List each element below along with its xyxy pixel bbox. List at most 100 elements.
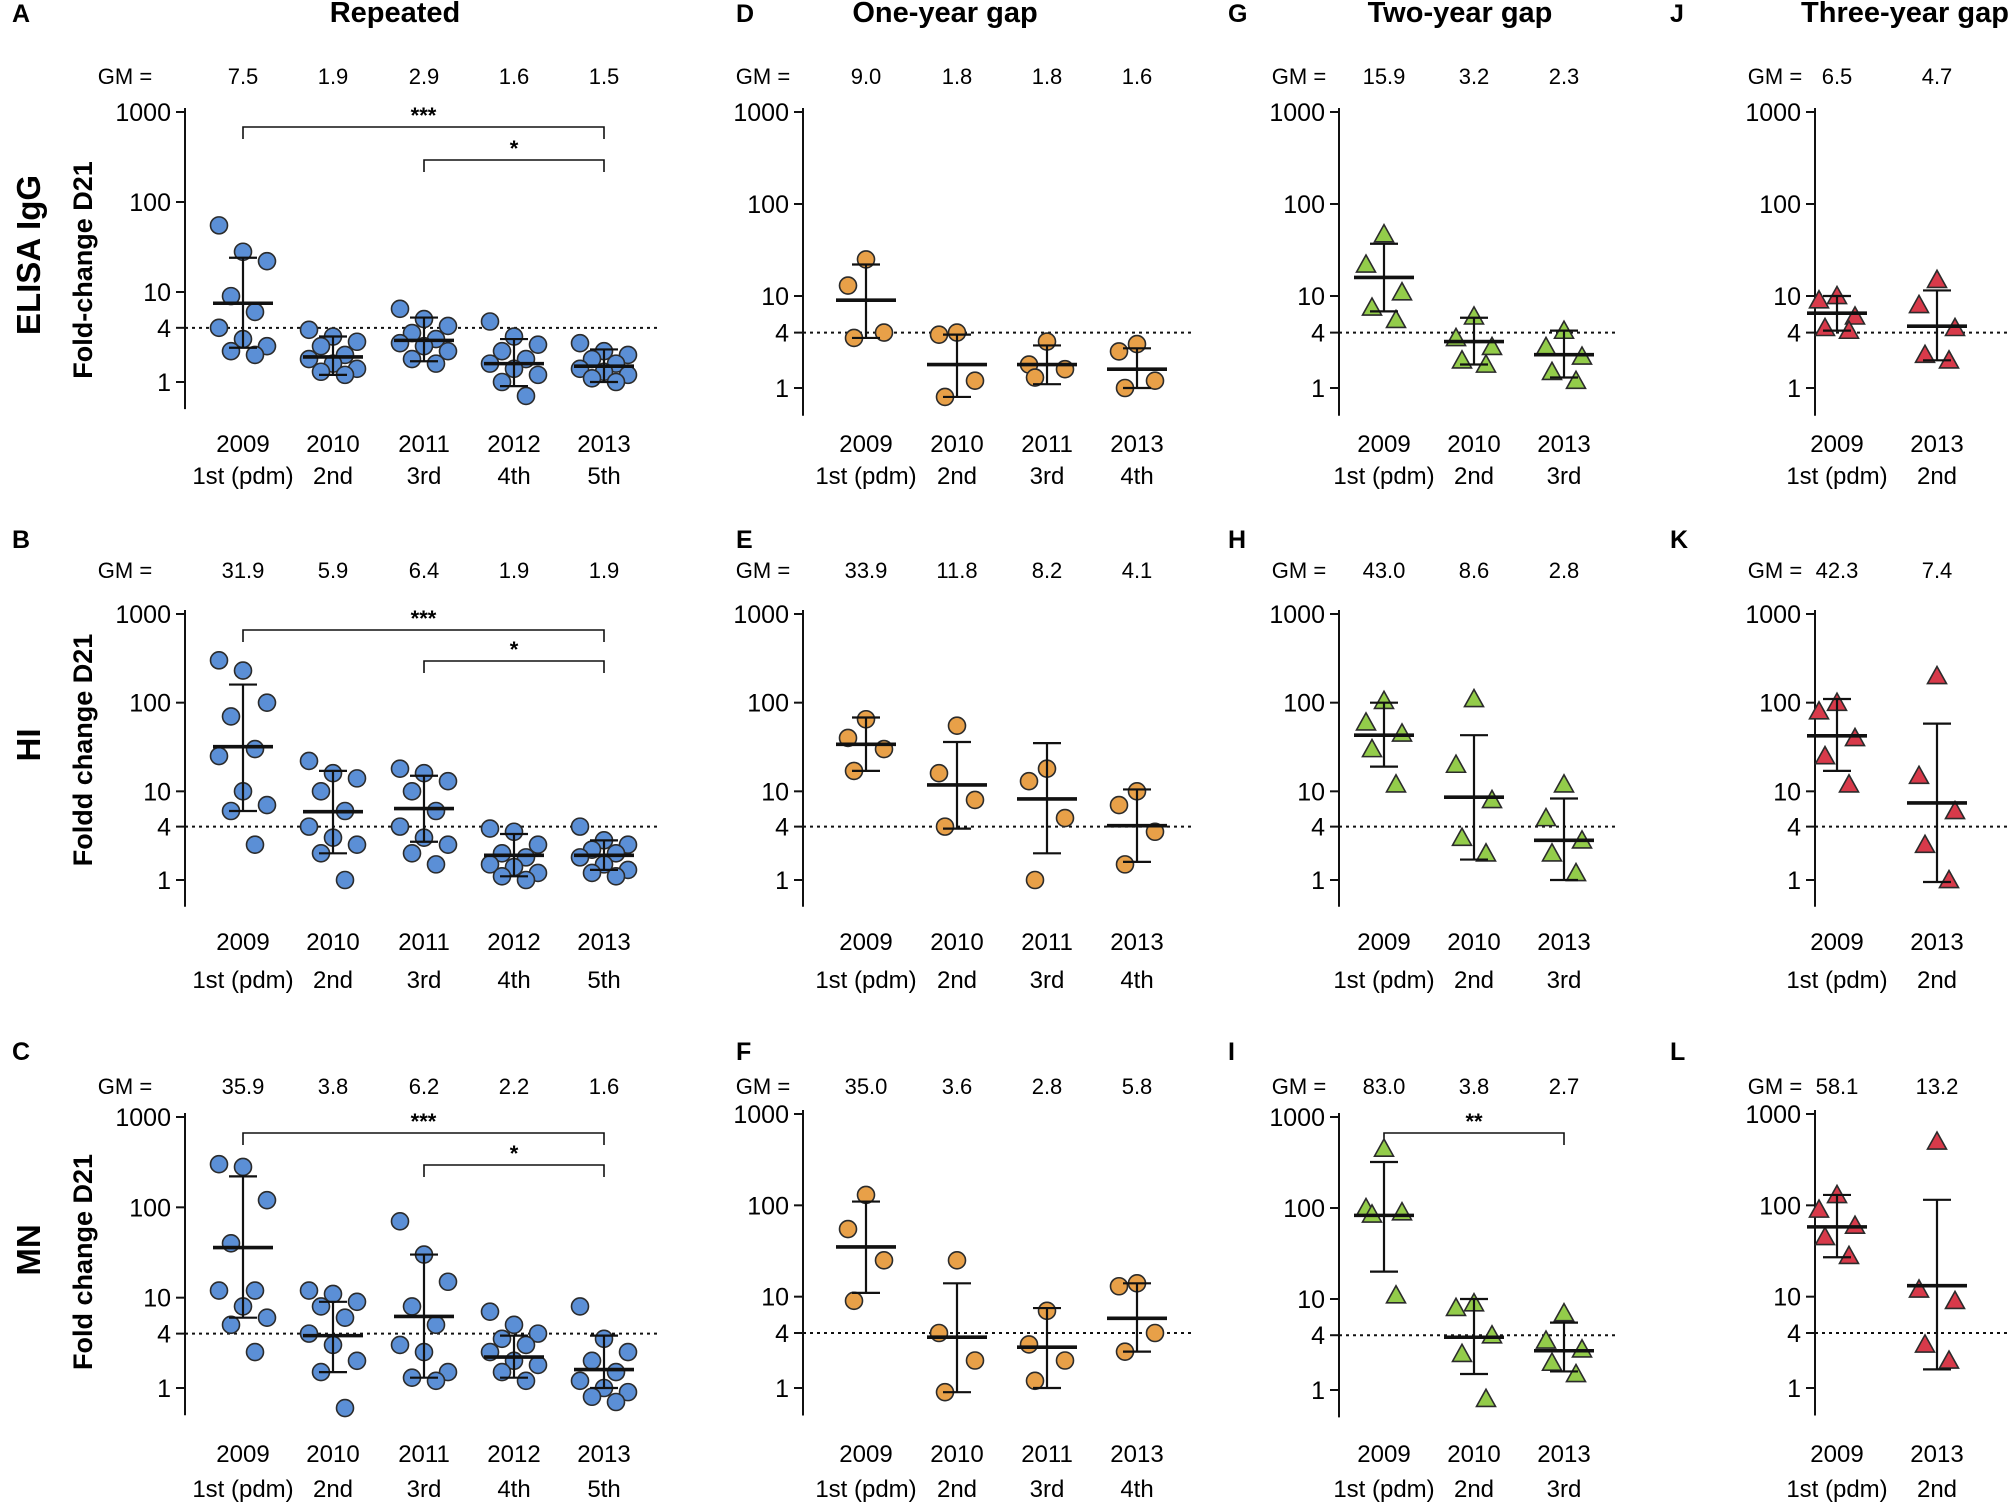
significance-bracket [423, 159, 605, 172]
gm-value: 2.8 [1549, 558, 1580, 583]
y-tick-label: 1000 [1745, 99, 1801, 127]
y-tick-label: 4 [775, 320, 789, 348]
gm-prefix: GM = [736, 1074, 790, 1099]
data-point [528, 835, 548, 855]
data-point [1808, 1198, 1830, 1218]
x-sublabel: 2nd [1454, 1476, 1494, 1503]
x-sublabel: 2nd [937, 967, 977, 994]
data-point [582, 863, 602, 883]
y-tick-label: 4 [1787, 320, 1801, 348]
row-label: ELISA IgG [10, 175, 47, 335]
significance-label: *** [411, 1109, 437, 1134]
data-point [582, 1387, 602, 1407]
data-point [438, 1272, 458, 1292]
gm-value: 1.5 [589, 64, 620, 89]
panel-letter: D [736, 0, 754, 28]
gm-value: 5.8 [1122, 1074, 1153, 1099]
data-point [1025, 368, 1045, 387]
column-title: Repeated [330, 0, 461, 29]
data-point [480, 819, 500, 838]
panel-a: A Repeated 1 4 10 100 1000 GM = 7.5 1.9 2.9 1.6 1.5 *… [12, 0, 659, 490]
gm-prefix: GM = [1272, 558, 1326, 583]
data-point [1145, 822, 1165, 842]
data-point [245, 1281, 265, 1300]
gm-value: 8.2 [1032, 558, 1063, 583]
y-tick-label: 100 [129, 1194, 171, 1222]
significance-bracket [242, 126, 605, 139]
data-point [347, 835, 367, 855]
y-tick-label: 100 [129, 189, 171, 217]
data-point [1475, 1387, 1497, 1408]
data-point [516, 870, 536, 890]
x-category-label: 2013 [577, 929, 630, 956]
data-point [221, 707, 241, 726]
data-point [570, 333, 590, 353]
x-sublabel: 2nd [1917, 463, 1957, 490]
panel-letter: I [1228, 1038, 1235, 1066]
data-point [402, 349, 422, 369]
gm-value: 58.1 [1816, 1074, 1859, 1099]
panel-k: K 1 4 10 100 1000 GM = 42.3 7.4 2009 1st (pdm) 2013… [1670, 526, 2008, 994]
data-point [426, 1371, 446, 1391]
data-point [257, 693, 277, 712]
panel-letter: K [1670, 526, 1688, 554]
y-tick-label: 10 [1297, 1286, 1325, 1314]
panel-letter: H [1228, 526, 1246, 554]
y-tick-label: 10 [761, 778, 789, 806]
data-point [233, 1157, 253, 1177]
x-category-label: 2012 [487, 431, 540, 458]
data-point [516, 1371, 536, 1391]
data-point [1481, 335, 1503, 356]
data-point [1109, 795, 1129, 815]
data-point [299, 817, 319, 836]
y-tick-label: 4 [1787, 814, 1801, 842]
gm-value: 8.6 [1459, 558, 1490, 583]
significance-bracket [423, 660, 605, 673]
data-point [1553, 1301, 1575, 1322]
x-category-label: 2011 [398, 929, 450, 956]
y-tick-label: 100 [1759, 690, 1801, 718]
data-point [1541, 1351, 1563, 1372]
column-title: One-year gap [852, 0, 1037, 29]
panel-letter: E [736, 526, 753, 554]
x-sublabel: 2nd [313, 463, 353, 490]
y-tick-label: 1 [157, 867, 171, 895]
data-point [838, 1219, 858, 1239]
gm-value: 1.9 [499, 558, 530, 583]
gm-value: 1.9 [318, 64, 349, 89]
x-sublabel: 1st (pdm) [815, 1476, 916, 1503]
data-point [1385, 1284, 1407, 1304]
gm-value: 2.3 [1549, 64, 1580, 89]
x-category-label: 2010 [1447, 1441, 1500, 1468]
y-tick-label: 4 [1311, 1322, 1325, 1350]
data-point [965, 1351, 985, 1370]
y-tick-label: 4 [157, 315, 171, 343]
x-sublabel: 2nd [937, 463, 977, 490]
x-category-label: 2009 [839, 929, 892, 956]
x-sublabel: 1st (pdm) [192, 1476, 293, 1503]
y-tick-label: 10 [143, 279, 171, 307]
data-point [1025, 1371, 1045, 1391]
y-axis-label: Fold-change D21 [68, 161, 98, 379]
x-category-label: 2012 [487, 1441, 540, 1468]
data-point [311, 362, 331, 382]
y-tick-label: 1000 [733, 99, 789, 127]
data-point [1451, 826, 1473, 847]
data-point [1535, 1329, 1557, 1349]
x-category-label: 2013 [577, 431, 630, 458]
data-point [390, 817, 410, 836]
data-point [209, 1154, 229, 1174]
data-point [1844, 1214, 1866, 1234]
x-category-label: 2010 [306, 1441, 359, 1468]
x-category-label: 2010 [930, 1441, 983, 1468]
gm-value: 7.5 [228, 64, 259, 89]
data-point [1844, 305, 1866, 325]
data-point [402, 1297, 422, 1316]
x-sublabel: 3rd [1547, 1476, 1582, 1503]
data-point [570, 1297, 590, 1316]
panel-letter: L [1670, 1038, 1685, 1066]
panel-h: H 1 4 10 100 1000 GM = 43.0 8.6 2.8 2009 1st (pdm) 2… [1228, 526, 1619, 994]
gm-value: 11.8 [936, 558, 977, 583]
x-category-label: 2011 [1021, 929, 1073, 956]
